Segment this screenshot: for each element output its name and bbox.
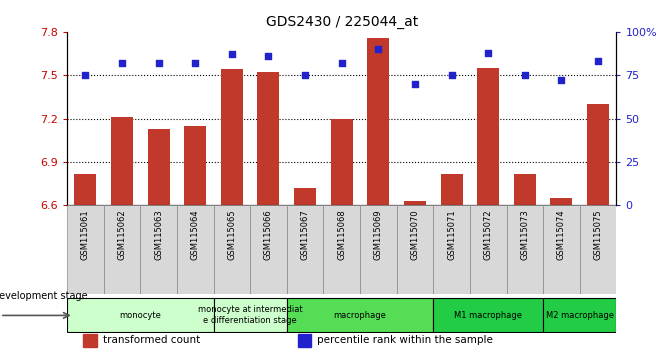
Text: percentile rank within the sample: percentile rank within the sample xyxy=(317,335,493,346)
Bar xyxy=(360,205,397,294)
Text: GSM115074: GSM115074 xyxy=(557,210,566,261)
Point xyxy=(336,60,347,66)
Bar xyxy=(214,205,250,294)
Point xyxy=(556,78,567,83)
Bar xyxy=(297,334,312,347)
Bar xyxy=(184,126,206,205)
Text: GSM115064: GSM115064 xyxy=(191,210,200,261)
Bar xyxy=(257,72,279,205)
Bar xyxy=(104,205,140,294)
Text: GSM115061: GSM115061 xyxy=(81,210,90,261)
Point xyxy=(519,73,530,78)
Text: GSM115068: GSM115068 xyxy=(337,210,346,261)
Bar xyxy=(367,38,389,205)
Text: GSM115072: GSM115072 xyxy=(484,210,492,261)
Bar xyxy=(507,205,543,294)
Text: GSM115075: GSM115075 xyxy=(594,210,602,261)
Text: GSM115066: GSM115066 xyxy=(264,210,273,261)
Point xyxy=(373,46,384,52)
Text: development stage: development stage xyxy=(0,291,88,301)
Text: GSM115062: GSM115062 xyxy=(117,210,127,261)
Bar xyxy=(111,117,133,205)
Text: M2 macrophage: M2 macrophage xyxy=(546,310,614,320)
Text: monocyte at intermediat
e differentiation stage: monocyte at intermediat e differentiatio… xyxy=(198,306,302,325)
Bar xyxy=(551,198,572,205)
Bar xyxy=(441,173,462,205)
Bar xyxy=(514,173,536,205)
Bar xyxy=(294,188,316,205)
Text: macrophage: macrophage xyxy=(334,310,387,320)
Bar xyxy=(477,68,499,205)
Text: GSM115063: GSM115063 xyxy=(154,210,163,261)
Text: GSM115065: GSM115065 xyxy=(227,210,237,261)
Point xyxy=(409,81,420,87)
Bar xyxy=(287,205,324,294)
Text: GSM115073: GSM115073 xyxy=(521,210,529,261)
Point xyxy=(80,73,90,78)
Point xyxy=(299,73,310,78)
Bar xyxy=(543,298,616,332)
Point xyxy=(190,60,200,66)
Point xyxy=(117,60,127,66)
Bar xyxy=(214,298,287,332)
Bar xyxy=(543,205,580,294)
Bar xyxy=(433,298,543,332)
Text: GSM115071: GSM115071 xyxy=(447,210,456,261)
Bar xyxy=(580,205,616,294)
Bar xyxy=(324,205,360,294)
Bar xyxy=(587,104,609,205)
Bar xyxy=(404,201,426,205)
Bar xyxy=(433,205,470,294)
Text: monocyte: monocyte xyxy=(119,310,161,320)
Point xyxy=(446,73,457,78)
Text: GSM115069: GSM115069 xyxy=(374,210,383,261)
Bar xyxy=(67,205,104,294)
Text: GSM115070: GSM115070 xyxy=(411,210,419,261)
Text: transformed count: transformed count xyxy=(103,335,200,346)
Point xyxy=(226,52,237,57)
Point xyxy=(153,60,164,66)
Bar xyxy=(221,69,243,205)
Bar xyxy=(250,205,287,294)
Text: GSM115067: GSM115067 xyxy=(301,210,310,261)
Bar xyxy=(287,298,433,332)
Point xyxy=(483,50,494,56)
Bar xyxy=(147,129,170,205)
Bar xyxy=(84,334,97,347)
Point xyxy=(263,53,274,59)
Bar xyxy=(177,205,214,294)
Bar xyxy=(74,173,96,205)
Text: M1 macrophage: M1 macrophage xyxy=(454,310,522,320)
Point xyxy=(593,58,604,64)
Bar xyxy=(470,205,507,294)
Bar xyxy=(140,205,177,294)
Bar xyxy=(331,119,352,205)
Bar xyxy=(67,298,214,332)
Bar xyxy=(397,205,433,294)
Title: GDS2430 / 225044_at: GDS2430 / 225044_at xyxy=(265,16,418,29)
